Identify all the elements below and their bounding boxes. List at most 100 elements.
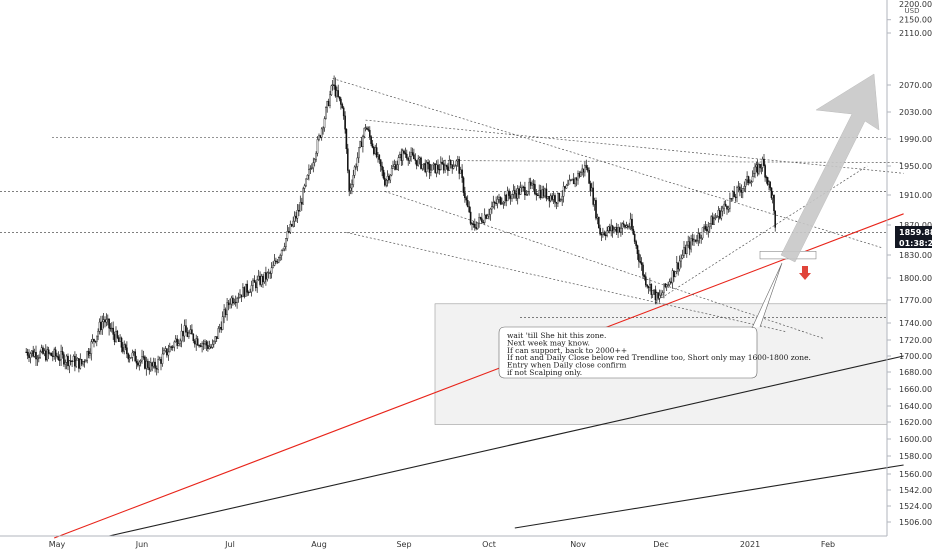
- candle-body[interactable]: [84, 360, 87, 363]
- candle-body[interactable]: [610, 225, 612, 231]
- candle-body[interactable]: [518, 188, 520, 195]
- candle-body[interactable]: [250, 285, 253, 293]
- candle-body[interactable]: [326, 101, 329, 108]
- candle-body[interactable]: [678, 260, 681, 270]
- candle-body[interactable]: [279, 255, 282, 258]
- candle-body[interactable]: [525, 193, 528, 196]
- candle-body[interactable]: [607, 226, 610, 232]
- candle-body[interactable]: [204, 341, 206, 344]
- candle-body[interactable]: [65, 355, 68, 363]
- candle-body[interactable]: [25, 351, 28, 354]
- candle-body[interactable]: [602, 232, 604, 236]
- candle-body[interactable]: [142, 356, 145, 358]
- candle-body[interactable]: [323, 118, 326, 128]
- candle-body[interactable]: [355, 166, 357, 168]
- candle-body[interactable]: [406, 153, 408, 159]
- candle-body[interactable]: [104, 319, 106, 323]
- candle-body[interactable]: [424, 163, 427, 173]
- candle-body[interactable]: [170, 346, 173, 348]
- candle-body[interactable]: [227, 302, 230, 306]
- candle-body[interactable]: [246, 283, 249, 293]
- candle-body[interactable]: [393, 164, 396, 167]
- candle-body[interactable]: [640, 262, 643, 265]
- candle-body[interactable]: [687, 241, 689, 246]
- candle-body[interactable]: [202, 343, 205, 345]
- candle-body[interactable]: [63, 354, 65, 365]
- candle-body[interactable]: [360, 141, 363, 147]
- candle-body[interactable]: [308, 169, 310, 176]
- candle-body[interactable]: [508, 190, 510, 196]
- candle-body[interactable]: [407, 158, 410, 161]
- candle-body[interactable]: [447, 166, 449, 171]
- candle-body[interactable]: [40, 347, 43, 352]
- candle-body[interactable]: [260, 276, 263, 285]
- candle-body[interactable]: [516, 188, 519, 199]
- candle-body[interactable]: [263, 272, 266, 283]
- candle-body[interactable]: [329, 94, 331, 106]
- candle-body[interactable]: [643, 275, 646, 277]
- candle-body[interactable]: [574, 177, 576, 185]
- candle-body[interactable]: [345, 128, 348, 149]
- candle-body[interactable]: [47, 349, 50, 354]
- candle-body[interactable]: [333, 84, 335, 86]
- candle-body[interactable]: [42, 347, 44, 354]
- candle-body[interactable]: [262, 276, 264, 283]
- candle-body[interactable]: [180, 330, 183, 342]
- candle-body[interactable]: [386, 175, 389, 181]
- candle-body[interactable]: [713, 218, 715, 225]
- candle-body[interactable]: [193, 340, 196, 345]
- candle-body[interactable]: [347, 148, 349, 171]
- candle-body[interactable]: [620, 228, 622, 233]
- candle-body[interactable]: [492, 202, 495, 207]
- candle-body[interactable]: [631, 218, 633, 230]
- candle-body[interactable]: [205, 341, 208, 346]
- candle-body[interactable]: [697, 233, 700, 242]
- annotation-callout[interactable]: [498, 262, 783, 379]
- candle-body[interactable]: [624, 224, 626, 228]
- time-axis[interactable]: May Jun Jul Aug Sep Oct Nov Dec 2021 Feb: [0, 535, 887, 549]
- candle-body[interactable]: [499, 196, 502, 205]
- candle-body[interactable]: [98, 321, 101, 332]
- candle-body[interactable]: [316, 139, 319, 154]
- candle-body[interactable]: [75, 360, 77, 367]
- candle-body[interactable]: [654, 289, 657, 301]
- candle-body[interactable]: [218, 327, 221, 329]
- candle-body[interactable]: [701, 227, 704, 239]
- candle-body[interactable]: [278, 257, 280, 263]
- candle-body[interactable]: [657, 292, 659, 299]
- candle-body[interactable]: [148, 367, 151, 371]
- candle-body[interactable]: [585, 165, 588, 168]
- candle-body[interactable]: [769, 181, 771, 189]
- candle-body[interactable]: [38, 357, 40, 359]
- candle-body[interactable]: [586, 167, 589, 171]
- candle-body[interactable]: [451, 164, 454, 169]
- candle-body[interactable]: [377, 154, 379, 157]
- candle-body[interactable]: [185, 325, 187, 333]
- candle-body[interactable]: [774, 210, 776, 228]
- candle-body[interactable]: [244, 283, 247, 297]
- candle-body[interactable]: [353, 166, 356, 176]
- candle-body[interactable]: [668, 281, 671, 285]
- candle-body[interactable]: [635, 241, 637, 246]
- candle-body[interactable]: [578, 173, 581, 177]
- candle-body[interactable]: [82, 361, 84, 365]
- dotted-trendline[interactable]: [346, 232, 786, 332]
- candle-body[interactable]: [113, 334, 116, 342]
- candle-body[interactable]: [367, 129, 370, 131]
- candle-body[interactable]: [348, 170, 351, 191]
- candle-body[interactable]: [126, 347, 128, 355]
- candle-body[interactable]: [709, 223, 711, 228]
- candle-body[interactable]: [522, 186, 525, 189]
- candle-body[interactable]: [106, 318, 109, 320]
- candle-body[interactable]: [716, 216, 718, 218]
- candle-body[interactable]: [221, 316, 224, 330]
- candle-body[interactable]: [379, 159, 382, 167]
- candle-body[interactable]: [582, 168, 585, 173]
- candle-body[interactable]: [399, 153, 401, 158]
- candle-body[interactable]: [33, 352, 36, 357]
- candle-body[interactable]: [358, 147, 360, 159]
- candle-body[interactable]: [161, 353, 164, 364]
- candle-body[interactable]: [212, 340, 215, 345]
- candle-body[interactable]: [256, 279, 259, 289]
- candle-body[interactable]: [534, 184, 536, 194]
